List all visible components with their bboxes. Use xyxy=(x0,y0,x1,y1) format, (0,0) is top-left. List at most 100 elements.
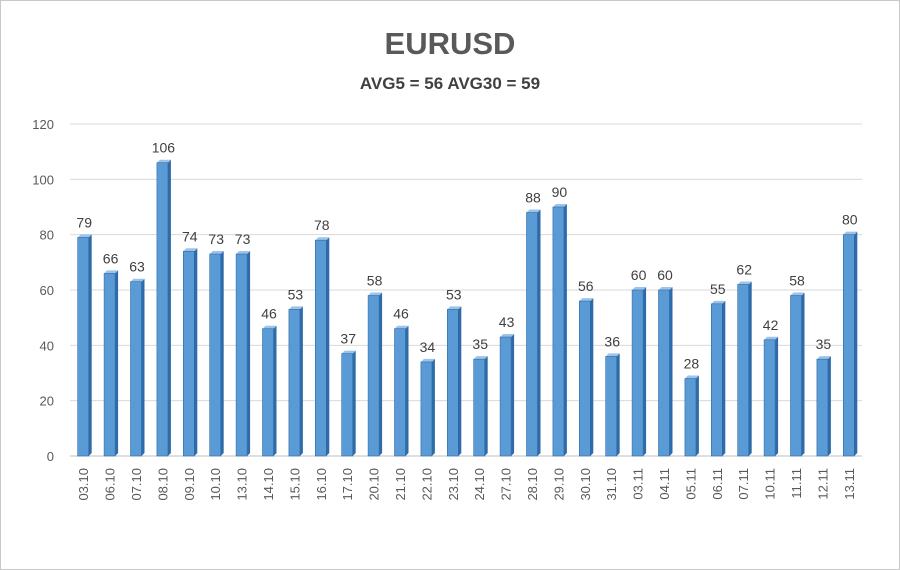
bar-12.11 xyxy=(816,356,831,457)
bar-top xyxy=(447,306,462,310)
bar-side xyxy=(299,306,303,456)
data-label-07.11: 62 xyxy=(736,261,752,277)
bar-top xyxy=(790,292,805,296)
x-tick-label-29.10: 29.10 xyxy=(551,468,566,501)
data-label-11.11: 58 xyxy=(789,273,805,289)
x-tick-label-31.10: 31.10 xyxy=(604,468,619,501)
x-tick-label-28.10: 28.10 xyxy=(525,468,540,501)
bar-06.10 xyxy=(103,270,119,457)
bar-04.11 xyxy=(658,287,673,457)
data-label-24.10: 35 xyxy=(472,336,488,352)
bar-top xyxy=(552,204,567,207)
bar-side xyxy=(273,325,277,456)
bar-05.11 xyxy=(684,375,699,457)
bar-15.10 xyxy=(288,306,303,457)
bar-side xyxy=(352,350,356,456)
bar-front xyxy=(446,309,459,457)
bar-top xyxy=(130,278,145,282)
data-labels: 79 66 63 106 74 73 73 46 53 78 37 58 46 34 53 35 43 88 90 5… xyxy=(76,140,857,372)
x-tick-label-27.10: 27.10 xyxy=(499,468,514,501)
x-axis-ticks: 03.10 06.10 07.10 08.10 09.10 10.10 13.10 14.10… xyxy=(76,468,857,501)
bar-side xyxy=(194,248,198,456)
data-label-16.10: 78 xyxy=(314,217,330,233)
bar-top xyxy=(341,350,356,354)
bar-side xyxy=(669,287,673,456)
x-tick-label-16.10: 16.10 xyxy=(314,468,329,501)
x-tick-label-09.10: 09.10 xyxy=(182,468,197,501)
bar-front xyxy=(499,336,512,457)
data-label-13.11: 80 xyxy=(842,212,858,228)
bar-20.10 xyxy=(367,292,383,457)
bar-front xyxy=(710,303,723,457)
bar-31.10 xyxy=(605,353,620,457)
bar-side xyxy=(695,375,699,456)
x-tick-label-20.10: 20.10 xyxy=(367,468,382,501)
bar-front xyxy=(103,273,116,457)
data-label-29.10: 90 xyxy=(552,184,568,200)
chart-title: EURUSD xyxy=(384,26,516,61)
bar-front xyxy=(367,295,380,457)
y-tick-label: 100 xyxy=(32,172,54,187)
bar-10.10 xyxy=(209,251,224,457)
bar-side xyxy=(405,325,409,456)
bar-side xyxy=(220,251,224,456)
bar-side xyxy=(748,281,752,456)
data-label-20.10: 58 xyxy=(367,273,383,289)
bar-16.10 xyxy=(314,237,330,457)
bar-side xyxy=(115,270,119,456)
x-tick-label-05.11: 05.11 xyxy=(683,468,698,500)
bar-07.11 xyxy=(737,281,752,457)
y-tick-label: 80 xyxy=(40,228,54,243)
bar-front xyxy=(420,361,433,457)
data-label-22.10: 34 xyxy=(420,339,436,355)
x-tick-label-08.10: 08.10 xyxy=(155,468,170,501)
bar-top xyxy=(658,287,673,290)
bar-27.10 xyxy=(499,334,515,457)
data-label-08.10: 106 xyxy=(152,140,176,156)
data-label-21.10: 46 xyxy=(393,306,409,322)
y-tick-label: 60 xyxy=(40,283,54,298)
bar-top xyxy=(368,292,383,296)
bar-09.10 xyxy=(183,248,198,457)
bar-front xyxy=(526,212,538,457)
x-tick-label-10.10: 10.10 xyxy=(208,468,223,501)
bar-front xyxy=(235,253,248,457)
bar-30.10 xyxy=(578,298,594,457)
y-tick-label: 0 xyxy=(47,449,54,464)
bar-side xyxy=(458,306,462,456)
bar-front xyxy=(473,358,486,457)
x-tick-label-11.11: 11.11 xyxy=(789,468,804,499)
data-label-07.10: 63 xyxy=(129,259,145,275)
x-tick-label-03.11: 03.11 xyxy=(631,468,646,500)
x-tick-label-23.10: 23.10 xyxy=(446,468,461,501)
bar-side xyxy=(722,300,726,456)
bar-top xyxy=(209,251,224,255)
bar-top xyxy=(77,234,92,238)
bar-21.10 xyxy=(394,325,409,457)
bar-side xyxy=(484,356,488,456)
bar-top xyxy=(156,159,171,163)
bar-front xyxy=(394,328,406,457)
x-tick-label-12.11: 12.11 xyxy=(815,468,830,500)
bars xyxy=(77,159,858,457)
data-label-06.10: 66 xyxy=(103,250,119,266)
bar-06.11 xyxy=(710,300,726,457)
data-label-03.10: 79 xyxy=(76,214,92,230)
bar-side xyxy=(590,298,594,456)
bar-side xyxy=(511,334,515,456)
bar-front xyxy=(77,237,89,457)
bar-side xyxy=(431,358,435,456)
data-label-27.10: 43 xyxy=(499,314,515,330)
bar-13.10 xyxy=(235,251,251,457)
x-tick-label-15.10: 15.10 xyxy=(287,468,302,501)
x-tick-label-10.11: 10.11 xyxy=(763,468,778,500)
data-label-03.11: 60 xyxy=(631,267,647,283)
bar-side xyxy=(775,336,779,456)
bar-side xyxy=(88,234,92,456)
bar-side xyxy=(563,204,567,456)
data-label-10.11: 42 xyxy=(763,317,779,333)
data-label-17.10: 37 xyxy=(340,331,356,347)
bar-front xyxy=(209,253,221,457)
data-label-05.11: 28 xyxy=(684,356,700,372)
